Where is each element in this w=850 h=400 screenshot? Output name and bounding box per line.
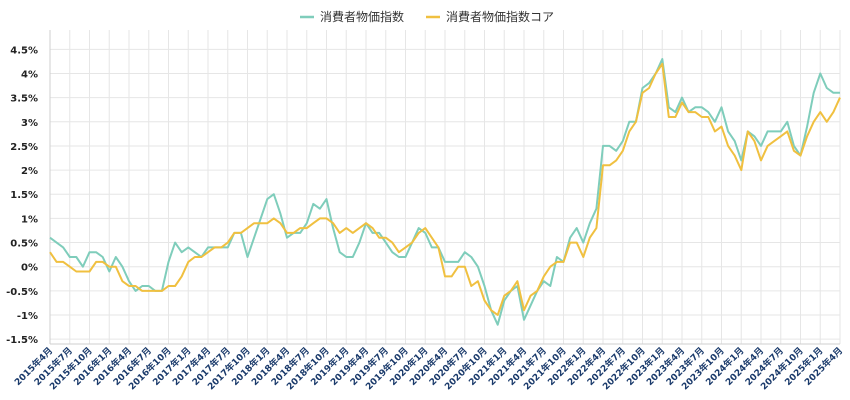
chart-legend: 消費者物価指数 消費者物価指数コア: [300, 9, 554, 24]
x-axis: 2015年4月2015年7月2015年10月2016年1月2016年4月2016…: [12, 345, 845, 393]
series-line-2: [49, 62, 841, 316]
series-lines: [49, 58, 841, 326]
y-tick-label: 4.5%: [10, 45, 38, 56]
legend-label-1[interactable]: 消費者物価指数: [320, 9, 404, 24]
y-tick-label: -1%: [17, 311, 38, 322]
y-tick-label: 4%: [21, 69, 38, 80]
y-tick-label: 0%: [21, 263, 38, 274]
y-tick-label: 2%: [21, 166, 38, 177]
y-tick-label: 3%: [21, 118, 38, 129]
y-tick-label: -1.5%: [6, 335, 38, 346]
y-tick-label: -0.5%: [6, 287, 38, 298]
y-tick-label: 1.5%: [10, 190, 38, 201]
y-tick-label: 0.5%: [10, 239, 38, 250]
y-tick-label: 2.5%: [10, 142, 38, 153]
series-line-1: [49, 58, 840, 326]
legend-label-2[interactable]: 消費者物価指数コア: [446, 9, 554, 24]
grid-lines: [49, 30, 841, 345]
y-axis: -1.5% -1% -0.5% 0% 0.5% 1% 1.5% 2% 2.5% 3% 3.5% 4% 4…: [6, 45, 38, 346]
y-tick-label: 3.5%: [10, 94, 38, 105]
y-tick-label: 1%: [21, 214, 38, 225]
